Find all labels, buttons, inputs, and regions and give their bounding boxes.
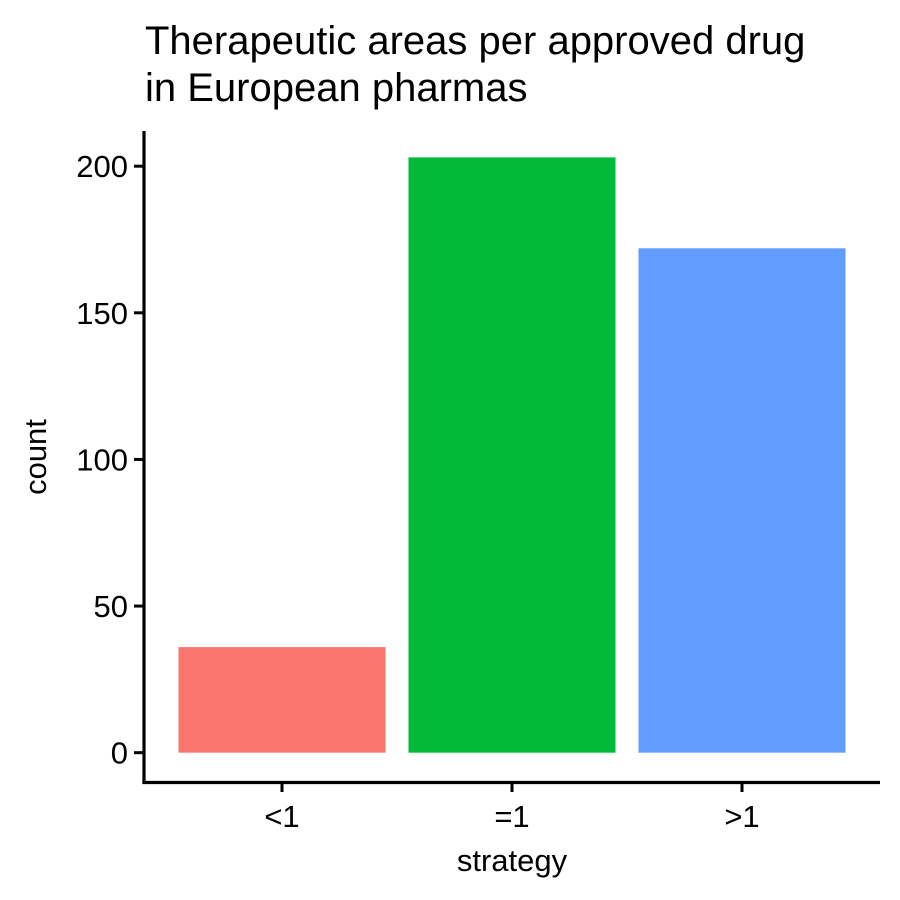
y-axis-title: count	[18, 419, 53, 495]
chart-title-line-2: in European pharmas	[145, 66, 527, 110]
y-tick-label: 100	[76, 442, 128, 477]
y-axis-ticks: 0 50 100 150 200	[76, 149, 143, 771]
y-tick-label: 150	[76, 296, 128, 331]
x-tick-label: >1	[724, 799, 759, 834]
bar-2	[408, 157, 616, 753]
chart-title-line-1: Therapeutic areas per approved drug	[145, 19, 805, 63]
y-tick-label: 50	[94, 589, 128, 624]
y-tick-label: 200	[76, 149, 128, 184]
x-tick-label: <1	[264, 799, 299, 834]
bar-3	[638, 248, 846, 753]
x-axis-ticks: <1 =1 >1	[264, 783, 760, 834]
bars-group	[178, 157, 846, 753]
x-axis-title: strategy	[457, 843, 568, 878]
x-tick-label: =1	[494, 799, 529, 834]
y-tick-label: 0	[111, 736, 128, 771]
bar-1	[178, 647, 386, 753]
